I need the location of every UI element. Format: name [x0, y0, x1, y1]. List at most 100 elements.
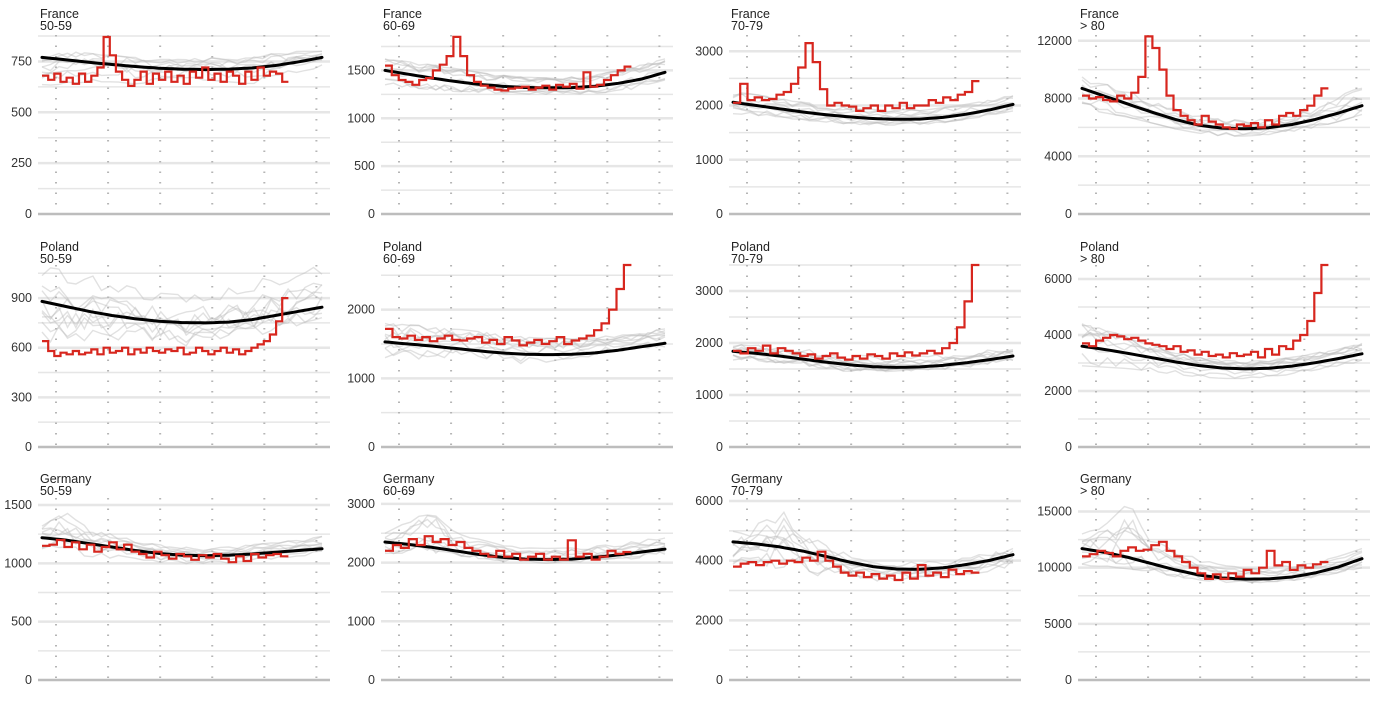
panel-age-label: 60-69 [383, 19, 415, 33]
panel-3: 0 4000 8000 12000 France> 80 [1037, 7, 1370, 221]
past-year-line [384, 514, 666, 556]
past-year-line [1081, 505, 1363, 570]
y-tick-label: 2000 [695, 613, 723, 627]
past-year-line [41, 50, 323, 65]
past-year-line [732, 535, 1014, 575]
panel-age-label: > 80 [1080, 484, 1105, 498]
current-year-line [1082, 263, 1329, 359]
panel-age-label: 70-79 [731, 484, 763, 498]
past-year-line [1081, 353, 1363, 379]
past-year-line [732, 347, 1014, 365]
y-tick-label: 2000 [1044, 384, 1072, 398]
past-year-line [1081, 527, 1363, 576]
past-year-line [384, 322, 666, 344]
y-tick-label: 5000 [1044, 617, 1072, 631]
past-year-line [1081, 359, 1363, 380]
y-tick-label: 0 [716, 440, 723, 454]
current-year-line [42, 35, 289, 87]
past-year-line [732, 517, 1014, 571]
y-tick-label: 15000 [1037, 504, 1072, 518]
panel-country-label: Poland [731, 240, 770, 254]
panel-age-label: 70-79 [731, 252, 763, 266]
panel-country-label: France [1080, 7, 1119, 21]
past-year-line [1081, 519, 1363, 575]
trend-line [40, 299, 324, 325]
past-year-line [41, 58, 323, 80]
past-year-line [1081, 79, 1363, 126]
panel-country-label: Germany [1080, 472, 1132, 486]
past-year-line [732, 511, 1014, 568]
past-year-line [384, 334, 666, 354]
past-year-line [732, 537, 1014, 576]
past-year-line [384, 323, 666, 343]
panel-11: 0 5000 10000 15000 Germany> 80 [1037, 472, 1370, 687]
current-year-line [385, 263, 632, 347]
y-tick-label: 1500 [347, 63, 375, 77]
past-year-line [42, 50, 322, 64]
past-year-line [384, 518, 666, 556]
past-year-line [41, 544, 323, 565]
past-year-line [732, 353, 1014, 372]
current-year-line [1082, 35, 1329, 130]
panel-country-label: France [383, 7, 422, 21]
past-year-line [384, 77, 666, 96]
y-tick-label: 1500 [4, 498, 32, 512]
y-tick-label: 4000 [1044, 328, 1072, 342]
y-tick-label: 1000 [347, 371, 375, 385]
panel-age-label: > 80 [1080, 19, 1105, 33]
trend-line [40, 55, 324, 72]
past-year-line [1081, 518, 1363, 576]
past-year-line [732, 92, 1014, 113]
y-tick-label: 3000 [347, 497, 375, 511]
y-tick-label: 1000 [695, 153, 723, 167]
current-year-line [733, 263, 980, 361]
panel-country-label: Poland [40, 240, 79, 254]
current-year-line [733, 42, 980, 112]
past-year-line [732, 110, 1014, 126]
past-year-line [732, 343, 1014, 366]
past-year-line [1081, 101, 1363, 137]
current-year-line [385, 35, 632, 92]
y-tick-label: 2000 [695, 336, 723, 350]
past-year-line [384, 78, 666, 95]
y-tick-label: 0 [25, 440, 32, 454]
past-year-line [732, 106, 1014, 126]
y-tick-label: 2000 [347, 303, 375, 317]
past-year-line [384, 518, 666, 555]
past-year-line [732, 93, 1014, 114]
past-year-line [41, 520, 323, 557]
trend-line [40, 536, 324, 558]
panel-age-label: 50-59 [40, 484, 72, 498]
y-tick-label: 1000 [347, 111, 375, 125]
current-year-line [42, 538, 289, 564]
panel-country-label: Poland [383, 240, 422, 254]
y-tick-label: 1000 [695, 388, 723, 402]
past-year-line [1081, 102, 1363, 137]
trend-line [1080, 344, 1364, 371]
past-year-line [41, 308, 323, 339]
y-tick-label: 0 [368, 673, 375, 687]
y-tick-label: 300 [11, 390, 32, 404]
panel-age-label: 70-79 [731, 19, 763, 33]
panel-country-label: France [40, 7, 79, 21]
past-year-line [41, 52, 323, 68]
panel-age-label: 50-59 [40, 252, 72, 266]
past-year-line [1081, 563, 1363, 584]
current-year-line [42, 297, 289, 358]
current-year-line [385, 535, 632, 561]
y-tick-label: 0 [1065, 673, 1072, 687]
y-tick-label: 3000 [695, 284, 723, 298]
past-year-line [384, 331, 666, 350]
y-tick-label: 600 [11, 341, 32, 355]
past-year-line [732, 100, 1014, 119]
past-year-line [41, 291, 323, 331]
past-year-line [41, 527, 323, 556]
y-tick-label: 500 [11, 105, 32, 119]
